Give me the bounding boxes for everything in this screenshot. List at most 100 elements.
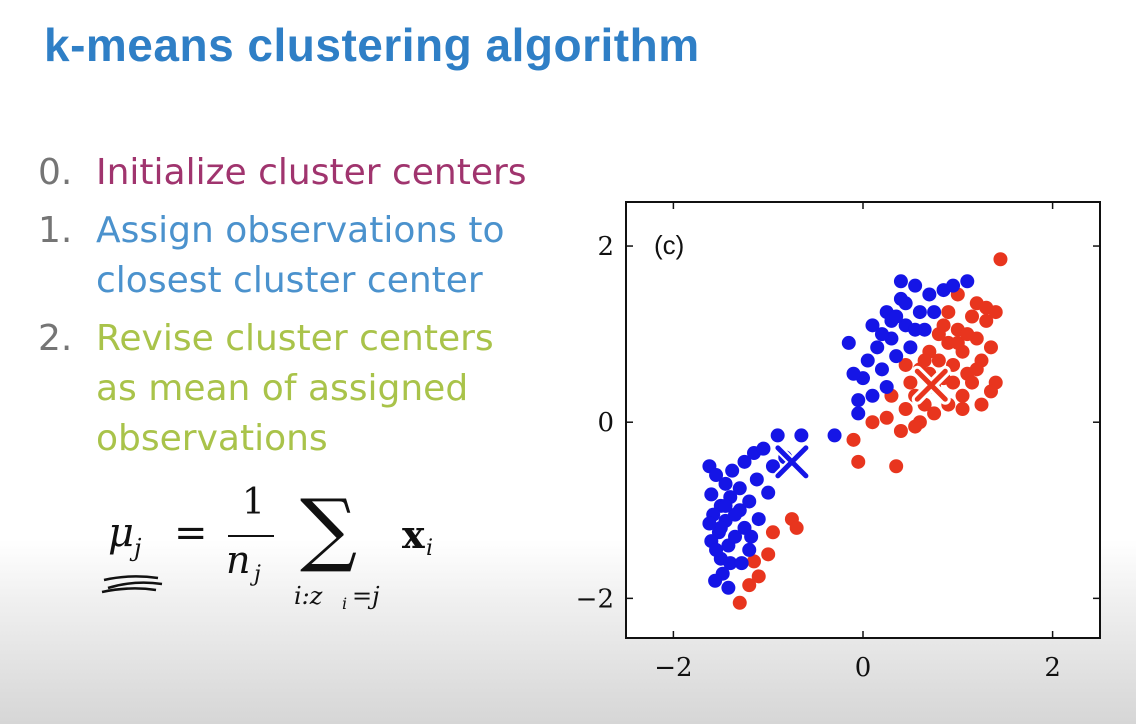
x-tick-label: 0	[855, 653, 872, 683]
step-1-text: Assign observations to closest cluster c…	[96, 210, 505, 301]
data-point	[865, 388, 880, 403]
formula-mu-sub: j	[134, 534, 142, 562]
fraction-bar	[228, 535, 274, 537]
data-point	[870, 340, 885, 355]
data-point	[903, 375, 918, 390]
data-point	[732, 595, 747, 610]
data-point	[965, 309, 980, 324]
data-point	[827, 428, 842, 443]
data-point	[723, 556, 738, 571]
data-point	[874, 327, 889, 342]
data-point	[879, 379, 894, 394]
plot-frame	[625, 201, 1101, 639]
data-point	[865, 318, 880, 333]
data-point	[865, 415, 880, 430]
data-point	[898, 401, 913, 416]
cluster-center-marker	[775, 445, 809, 479]
data-point	[908, 322, 923, 337]
step-0-text: Initialize cluster centers	[96, 152, 527, 193]
formula-denominator: n	[226, 538, 251, 582]
data-point	[889, 309, 904, 324]
mean-formula: μ j = 1 n j ∑ i:z i =j x i	[100, 478, 480, 618]
step-0: 0. Initialize cluster centers	[38, 148, 556, 206]
data-point	[960, 274, 975, 289]
data-point	[917, 353, 932, 368]
data-point	[765, 525, 780, 540]
data-point	[927, 305, 942, 320]
data-point	[955, 388, 970, 403]
step-1-number: 1.	[38, 210, 73, 251]
data-point	[908, 419, 923, 434]
data-point	[846, 432, 861, 447]
data-point	[950, 335, 965, 350]
data-point	[742, 542, 757, 557]
data-point	[955, 401, 970, 416]
algorithm-steps: 0. Initialize cluster centers 1. Assign ob…	[38, 148, 558, 464]
data-point	[941, 305, 956, 320]
data-point	[709, 542, 724, 557]
data-point	[983, 340, 998, 355]
data-point	[756, 441, 771, 456]
data-point	[979, 313, 994, 328]
data-point	[993, 252, 1008, 267]
data-point	[761, 485, 776, 500]
data-point	[908, 278, 923, 293]
y-tick-label: −2	[576, 584, 614, 614]
y-tick-label: 0	[597, 408, 614, 438]
step-0-number: 0.	[38, 152, 73, 193]
data-point	[713, 520, 728, 535]
data-point	[988, 305, 1003, 320]
data-point	[765, 459, 780, 474]
data-point	[770, 428, 785, 443]
formula-mu: μ	[108, 510, 134, 556]
formula-sum-sign: ∑	[300, 482, 358, 575]
data-point	[751, 569, 766, 584]
data-point	[893, 424, 908, 439]
cluster-center-marker	[914, 368, 948, 402]
data-point	[718, 476, 733, 491]
data-point	[728, 529, 743, 544]
data-point	[704, 487, 719, 502]
formula-term: x	[402, 512, 425, 557]
slide-title: k-means clustering algorithm	[44, 19, 700, 71]
data-point	[761, 547, 776, 562]
formula-sum-lower-rest: =j	[352, 582, 380, 610]
y-tick-label: 2	[597, 232, 614, 262]
data-point	[846, 366, 861, 381]
step-1: 1. Assign observations to closest cluster…	[38, 206, 558, 306]
data-point	[721, 580, 736, 595]
data-point	[744, 529, 759, 544]
data-point	[912, 305, 927, 320]
data-point	[965, 375, 980, 390]
panel-label: (c)	[654, 230, 684, 260]
formula-numerator: 1	[242, 482, 265, 523]
data-point	[851, 393, 866, 408]
data-point	[702, 516, 717, 531]
data-point	[927, 406, 942, 421]
data-point	[734, 556, 749, 571]
data-point	[898, 296, 913, 311]
data-point	[960, 327, 975, 342]
scatter-svg: −2 0 2 −2 0 2 (c)	[576, 201, 1101, 683]
data-point	[742, 494, 757, 509]
data-point	[879, 410, 894, 425]
data-point	[708, 573, 723, 588]
data-point	[931, 353, 946, 368]
data-point	[851, 454, 866, 469]
x-tick-label: 2	[1044, 653, 1061, 683]
data-point	[841, 335, 856, 350]
data-point	[889, 459, 904, 474]
kmeans-scatter-plot: −2 0 2 −2 0 2 (c)	[564, 190, 1124, 690]
data-point	[718, 498, 733, 513]
data-point	[969, 362, 984, 377]
data-point	[725, 463, 740, 478]
data-point	[903, 340, 918, 355]
step-2: 2. Revise cluster centers as mean of assi…	[38, 314, 558, 464]
data-point	[860, 353, 875, 368]
data-point	[746, 554, 761, 569]
data-point	[974, 397, 989, 412]
formula-term-sub: i	[426, 536, 434, 561]
data-point	[946, 375, 961, 390]
step-2-number: 2.	[38, 318, 73, 359]
data-point	[709, 468, 724, 483]
